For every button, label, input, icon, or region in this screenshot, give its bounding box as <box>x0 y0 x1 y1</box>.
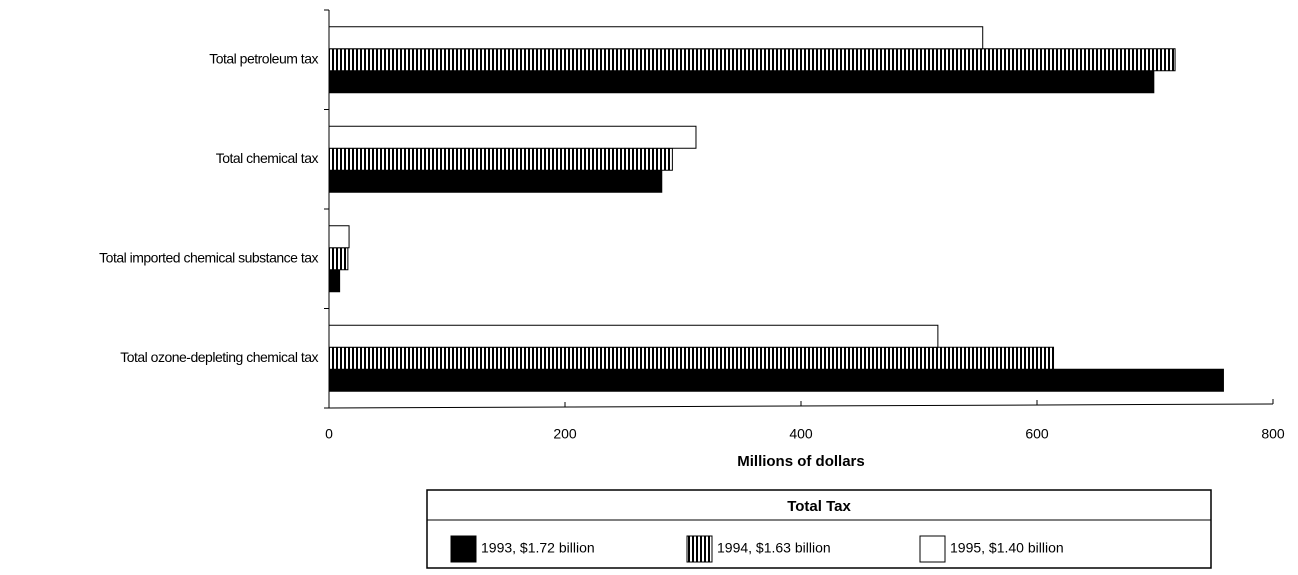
bar <box>328 70 1155 94</box>
bar <box>328 147 673 171</box>
y-tick-label: Total imported chemical substance tax <box>99 249 318 265</box>
bar <box>328 368 1224 392</box>
legend-swatch <box>919 535 946 563</box>
bar <box>328 26 984 50</box>
legend-label: 1995, $1.40 billion <box>950 540 1064 556</box>
x-axis-title: Millions of dollars <box>737 453 865 470</box>
legend-label: 1993, $1.72 billion <box>481 540 595 556</box>
y-tick-label: Total chemical tax <box>216 150 319 166</box>
legend-title: Total Tax <box>787 498 851 515</box>
legend-label: 1994, $1.63 billion <box>717 540 831 556</box>
bar <box>328 225 350 249</box>
bar <box>328 269 341 293</box>
legend-swatch <box>450 535 477 563</box>
bar <box>328 324 939 348</box>
bar <box>328 247 349 271</box>
x-tick-label: 600 <box>1025 426 1049 442</box>
x-tick-label: 0 <box>325 426 333 442</box>
bar <box>328 169 663 193</box>
legend-swatch <box>686 535 713 563</box>
bar <box>328 48 1176 72</box>
bar <box>328 346 1055 370</box>
x-tick-label: 400 <box>789 426 813 442</box>
x-tick-label: 200 <box>553 426 577 442</box>
legend-box <box>426 489 1212 569</box>
y-tick-label: Total ozone-depleting chemical tax <box>120 349 318 365</box>
y-tick-label: Total petroleum tax <box>209 50 318 66</box>
bar <box>328 125 697 149</box>
x-tick-label: 800 <box>1261 426 1285 442</box>
